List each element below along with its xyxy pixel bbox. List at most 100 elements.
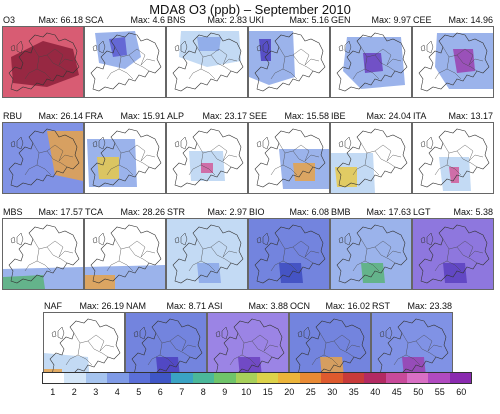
britain-outline — [344, 40, 352, 54]
panel-name: STR — [167, 207, 185, 217]
britain-outline — [57, 326, 65, 340]
colorbar-tick-label: 60 — [456, 387, 467, 397]
concentration-hotspot — [361, 263, 385, 283]
colorbar-tick-label: 9 — [222, 387, 228, 397]
panel-max: Max: 26.19 — [79, 301, 124, 311]
colorbar-tick-label: 55 — [434, 387, 445, 397]
ireland-outline — [420, 140, 426, 148]
concentration-field — [372, 313, 452, 383]
map-graphic — [85, 224, 165, 289]
britain-outline — [262, 40, 270, 54]
europe-map — [2, 122, 84, 194]
country-borders — [106, 238, 156, 272]
coastline — [254, 224, 326, 284]
coastline — [90, 224, 162, 284]
panel-max: Max: 14.96 — [448, 15, 493, 25]
ireland-outline — [133, 330, 139, 338]
map-panel-rbu: RBU Max: 26.14 — [2, 110, 84, 194]
coastline — [90, 32, 162, 92]
colorbar-tick-label: 5 — [136, 387, 142, 397]
ireland-outline — [256, 44, 262, 52]
colorbar-tick-label: 4 — [114, 387, 120, 397]
ireland-outline — [92, 44, 98, 52]
panel-max: Max: 5.38 — [453, 207, 493, 217]
country-borders — [434, 46, 484, 80]
map-graphic — [172, 128, 244, 188]
britain-outline — [426, 136, 434, 150]
colorbar-segment — [385, 373, 407, 383]
concentration-field — [249, 31, 295, 85]
concentration-hotspot — [3, 275, 45, 289]
panel-label: BMB Max: 17.63 — [330, 206, 412, 218]
britain-outline — [344, 232, 352, 246]
panel-max: Max: 2.83 — [207, 15, 247, 25]
concentration-hotspot — [11, 41, 79, 87]
concentration-field — [249, 219, 329, 289]
panel-label: IBE Max: 24.04 — [330, 110, 412, 122]
map-graphic — [90, 31, 162, 92]
britain-outline — [221, 326, 229, 340]
panel-max: Max: 8.71 — [166, 301, 206, 311]
britain-outline — [180, 232, 188, 246]
country-borders — [229, 332, 279, 366]
coastline — [254, 128, 326, 188]
concentration-field — [331, 219, 411, 289]
map-graphic — [413, 219, 493, 289]
panel-name: RST — [372, 301, 390, 311]
concentration-field — [126, 313, 206, 383]
coastline — [8, 224, 80, 284]
map-graphic — [331, 219, 411, 289]
ireland-outline — [10, 236, 16, 244]
colorbar-tick-label: 15 — [262, 387, 273, 397]
country-borders — [188, 238, 238, 272]
colorbar-tick-label: 45 — [391, 387, 402, 397]
colorbar-segment — [171, 373, 193, 383]
colorbar-segment — [64, 373, 86, 383]
britain-outline — [180, 136, 188, 150]
map-panel-lgt: LGT Max: 5.38 — [412, 206, 494, 290]
panel-name: ALP — [167, 111, 185, 121]
map-panel-ita: ITA Max: 13.17 — [412, 110, 494, 194]
panel-max: Max: 15.58 — [284, 111, 329, 121]
country-borders — [434, 238, 484, 272]
colorbar-tick-label: 3 — [93, 387, 99, 397]
colorbar-segment — [214, 373, 236, 383]
colorbar-segment — [278, 373, 300, 383]
ireland-outline — [420, 44, 426, 52]
country-borders — [352, 46, 402, 80]
colorbar-tick-label: 50 — [413, 387, 424, 397]
coastline — [418, 224, 490, 284]
coastline — [254, 32, 326, 92]
colorbar-tick-label: 10 — [241, 387, 252, 397]
coastline — [172, 128, 244, 188]
colorbar-tick-label: 40 — [370, 387, 381, 397]
panel-max: Max: 28.26 — [120, 207, 165, 217]
country-borders — [311, 332, 361, 366]
europe-map — [412, 122, 494, 194]
figure-title: MDA8 O3 (ppb) – September 2010 — [149, 2, 351, 17]
europe-map — [2, 218, 84, 290]
map-panel-gen: GEN Max: 9.97 — [330, 14, 412, 98]
britain-outline — [426, 40, 434, 54]
map-panel-o3: O3 Max: 66.18 — [2, 14, 84, 98]
map-graphic — [249, 219, 329, 289]
colorbar-tick-label: 1 — [50, 387, 56, 397]
britain-outline — [139, 326, 147, 340]
map-panel-tca: TCA Max: 28.26 — [84, 206, 166, 290]
europe-map — [330, 26, 412, 98]
country-borders — [434, 142, 484, 176]
ireland-outline — [420, 236, 426, 244]
country-borders — [352, 238, 402, 272]
panel-label: FRA Max: 15.91 — [84, 110, 166, 122]
coastline — [8, 128, 80, 188]
panel-max: Max: 15.91 — [120, 111, 165, 121]
map-graphic — [3, 27, 83, 97]
panel-label: GEN Max: 9.97 — [330, 14, 412, 26]
ireland-outline — [215, 330, 221, 338]
europe-map — [248, 218, 330, 290]
panel-label: RBU Max: 26.14 — [2, 110, 84, 122]
panel-name: SCA — [85, 15, 104, 25]
ireland-outline — [338, 44, 344, 52]
colorbar-tick-label: 30 — [327, 387, 338, 397]
colorbar-segment — [235, 373, 258, 383]
